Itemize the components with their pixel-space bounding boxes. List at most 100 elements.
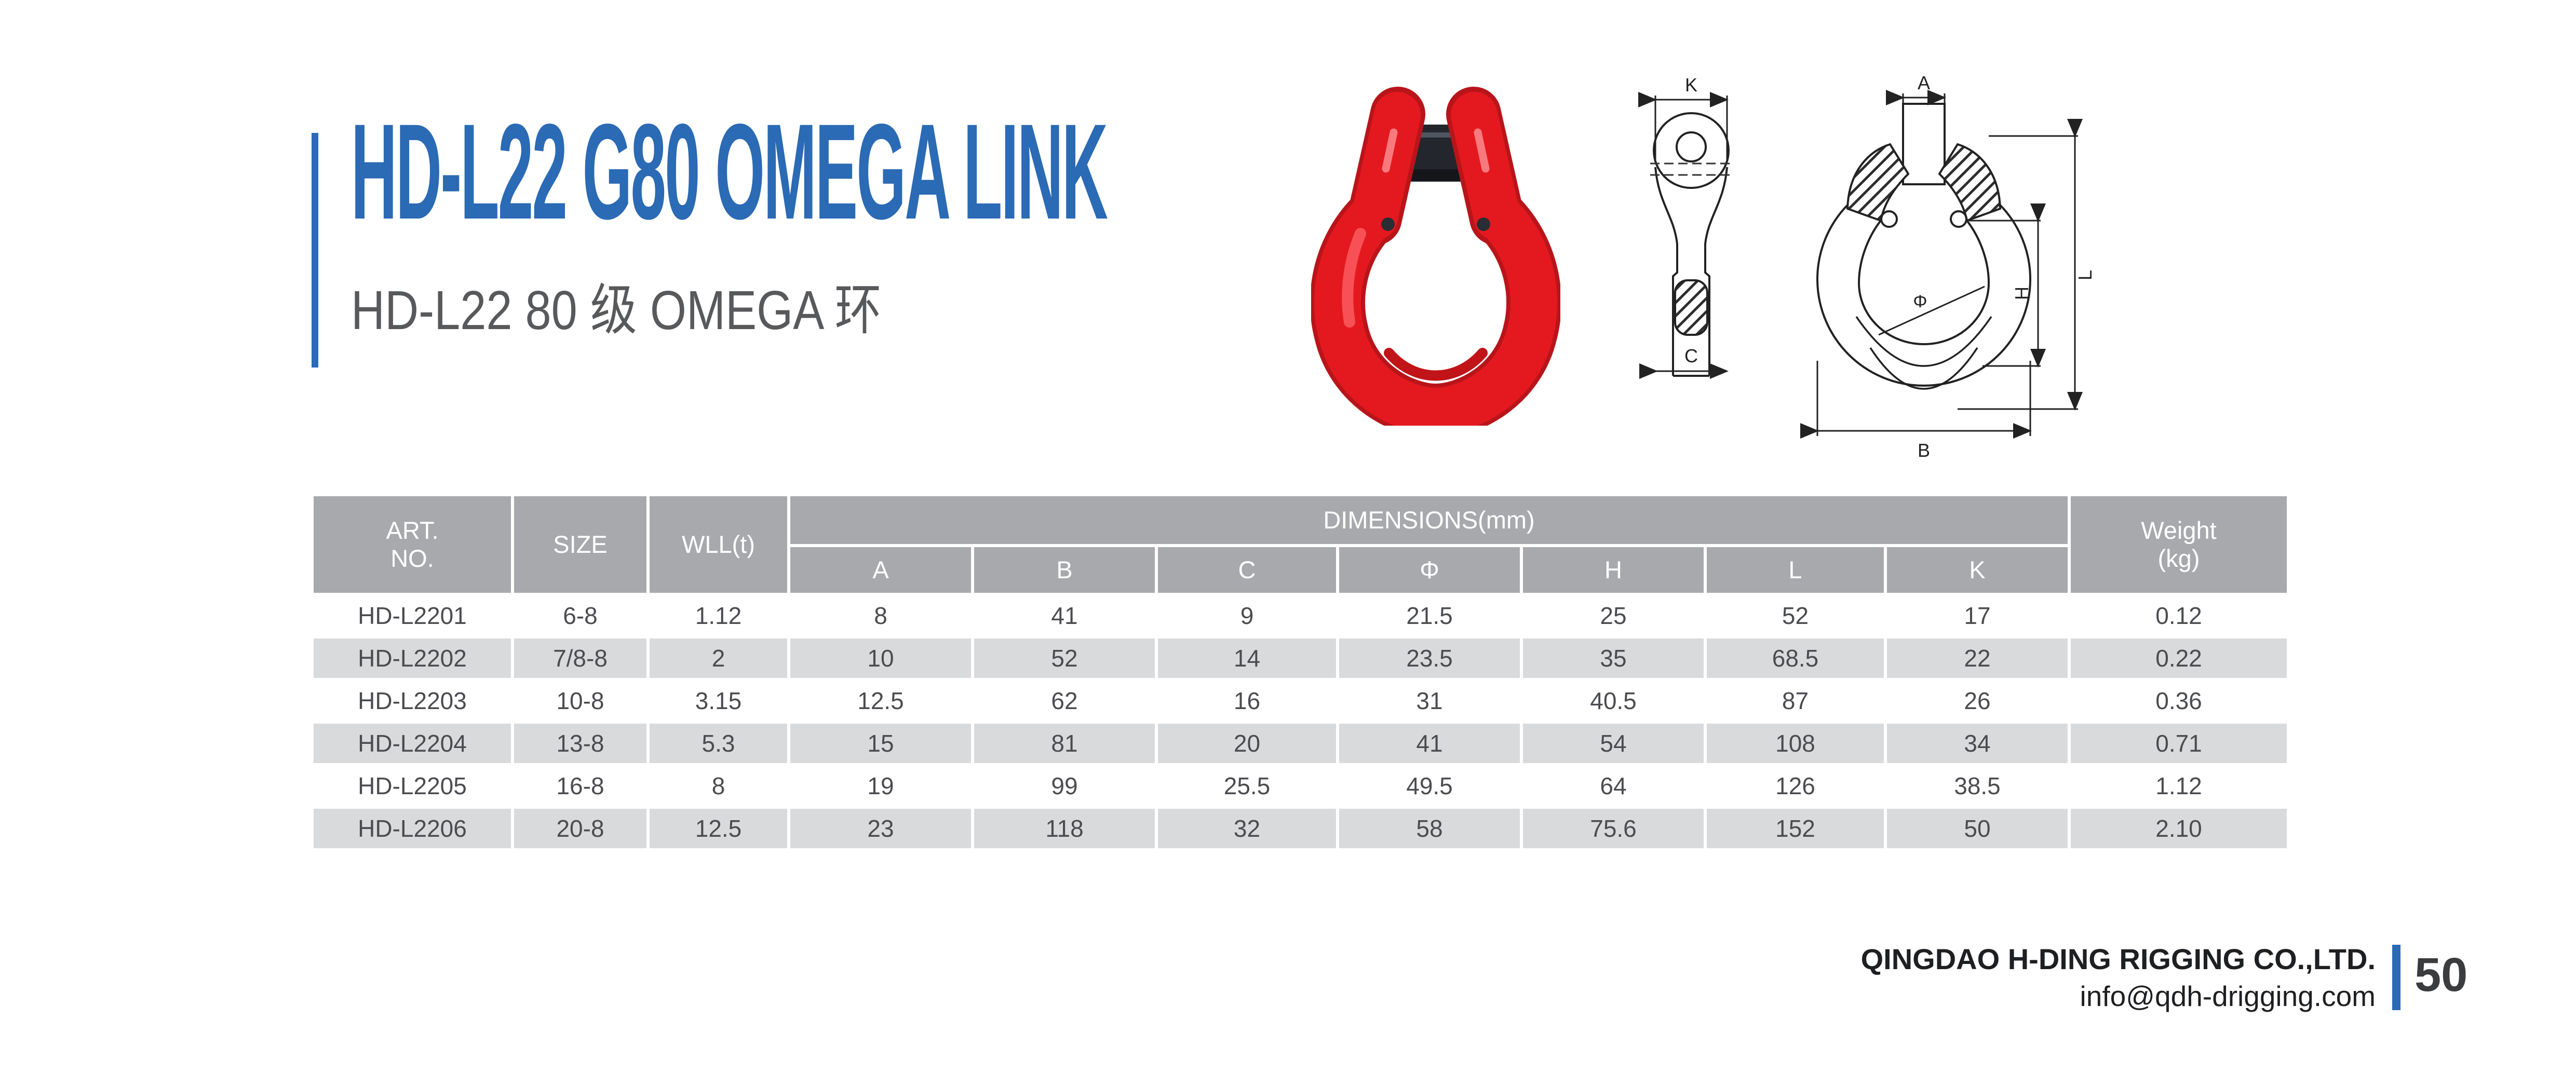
cell-dim-c: 32 xyxy=(1158,809,1336,848)
cell-size: 7/8-8 xyxy=(514,638,646,678)
cell-wll: 8 xyxy=(650,766,787,806)
table-row: HD-L2202 7/8-8 2 10 52 14 23.5 35 68.5 2… xyxy=(314,638,2287,678)
col-header-dim-b: B xyxy=(974,547,1155,593)
cell-dim-k: 50 xyxy=(1887,809,2068,848)
dim-label-l: L xyxy=(2074,270,2096,280)
pin-retainer-right xyxy=(1477,217,1490,231)
pin-retainer-left xyxy=(1381,217,1395,231)
cell-dim-c: 9 xyxy=(1158,596,1336,635)
cell-size: 10-8 xyxy=(514,681,646,720)
spec-table: ART. NO. SIZE WLL(t) DIMENSIONS(mm) Weig… xyxy=(311,493,2290,851)
cell-dim-l: 108 xyxy=(1707,724,1884,763)
cell-dim-b: 81 xyxy=(974,724,1155,763)
cell-wll: 5.3 xyxy=(650,724,787,763)
title-accent-bar xyxy=(312,133,318,368)
cell-weight: 0.12 xyxy=(2071,596,2287,635)
cell-weight: 0.36 xyxy=(2071,681,2287,720)
cell-dim-k: 17 xyxy=(1887,596,2068,635)
cell-dim-h: 64 xyxy=(1523,766,1704,806)
col-header-size: SIZE xyxy=(514,496,646,593)
cell-dim-l: 68.5 xyxy=(1707,638,1884,678)
cell-wll: 1.12 xyxy=(650,596,787,635)
dim-b-lines xyxy=(1800,361,2032,439)
cell-dim-phi: 23.5 xyxy=(1339,638,1520,678)
dim-label-phi: Φ xyxy=(1913,292,1927,311)
cell-art-no: HD-L2206 xyxy=(314,809,511,848)
cell-art-no: HD-L2201 xyxy=(314,596,511,635)
cell-dim-l: 152 xyxy=(1707,809,1884,848)
col-header-dim-phi: Φ xyxy=(1339,547,1520,593)
table-row: HD-L2205 16-8 8 19 99 25.5 49.5 64 126 3… xyxy=(314,766,2287,806)
cell-dim-a: 12.5 xyxy=(790,681,971,720)
dim-label-k: K xyxy=(1685,74,1697,96)
col-header-dim-k: K xyxy=(1887,547,2068,593)
table-row: HD-L2203 10-8 3.15 12.5 62 16 31 40.5 87… xyxy=(314,681,2287,720)
cell-weight: 2.10 xyxy=(2071,809,2287,848)
col-header-dim-c: C xyxy=(1158,547,1336,593)
side-view-outline xyxy=(1653,112,1730,377)
cell-art-no: HD-L2203 xyxy=(314,681,511,720)
dim-label-c: C xyxy=(1684,345,1698,366)
cell-dim-k: 26 xyxy=(1887,681,2068,720)
cell-size: 13-8 xyxy=(514,724,646,763)
footer-company-name: QINGDAO H-DING RIGGING CO.,LTD. xyxy=(1860,943,2376,975)
cell-weight: 0.22 xyxy=(2071,638,2287,678)
cell-size: 6-8 xyxy=(514,596,646,635)
cell-dim-b: 99 xyxy=(974,766,1155,806)
footer-company-block: QINGDAO H-DING RIGGING CO.,LTD. info@qdh… xyxy=(1662,945,2376,1011)
cell-dim-c: 14 xyxy=(1158,638,1336,678)
cell-art-no: HD-L2202 xyxy=(314,638,511,678)
dim-phi-line xyxy=(1878,286,1985,336)
cell-dim-phi: 58 xyxy=(1339,809,1520,848)
table-row: HD-L2204 13-8 5.3 15 81 20 41 54 108 34 … xyxy=(314,724,2287,763)
cell-dim-h: 35 xyxy=(1523,638,1704,678)
col-header-dim-l: L xyxy=(1707,547,1884,593)
cell-dim-phi: 21.5 xyxy=(1339,596,1520,635)
cell-wll: 3.15 xyxy=(650,681,787,720)
col-header-dim-a: A xyxy=(790,547,971,593)
cell-dim-phi: 31 xyxy=(1339,681,1520,720)
cell-dim-a: 15 xyxy=(790,724,971,763)
page-title: HD-L22 G80 OMEGA LINK xyxy=(351,96,1108,248)
cell-dim-h: 54 xyxy=(1523,724,1704,763)
cell-dim-h: 25 xyxy=(1523,596,1704,635)
cell-size: 16-8 xyxy=(514,766,646,806)
front-view-outline xyxy=(1816,103,2031,390)
col-header-art-line1: ART. xyxy=(386,516,439,544)
dim-label-b: B xyxy=(1918,440,1930,461)
dim-k-lines xyxy=(1638,92,1729,160)
cell-art-no: HD-L2204 xyxy=(314,724,511,763)
cell-dim-h: 75.6 xyxy=(1523,809,1704,848)
col-header-weight: Weight (kg) xyxy=(2071,496,2287,593)
cell-wll: 12.5 xyxy=(650,809,787,848)
cell-dim-b: 52 xyxy=(974,638,1155,678)
cell-dim-l: 87 xyxy=(1707,681,1884,720)
cell-dim-l: 126 xyxy=(1707,766,1884,806)
cell-dim-a: 10 xyxy=(790,638,971,678)
page-number: 50 xyxy=(2415,948,2468,1001)
cell-size: 20-8 xyxy=(514,809,646,848)
page-subtitle: HD-L22 80 级 OMEGA 环 xyxy=(351,280,882,341)
cell-dim-b: 62 xyxy=(974,681,1155,720)
cell-dim-h: 40.5 xyxy=(1523,681,1704,720)
dim-l-lines xyxy=(1958,119,2083,411)
footer-email: info@qdh-drigging.com xyxy=(2080,980,2376,1012)
dim-label-a: A xyxy=(1918,73,1930,93)
cell-dim-a: 23 xyxy=(790,809,971,848)
cell-weight: 1.12 xyxy=(2071,766,2287,806)
col-header-dim-h: H xyxy=(1523,547,1704,593)
col-header-weight-line1: Weight xyxy=(2141,516,2217,544)
cell-wll: 2 xyxy=(650,638,787,678)
cell-dim-k: 34 xyxy=(1887,724,2068,763)
col-header-wll: WLL(t) xyxy=(650,496,787,593)
col-header-dimensions: DIMENSIONS(mm) xyxy=(790,496,2068,544)
table-row: HD-L2206 20-8 12.5 23 118 32 58 75.6 152… xyxy=(314,809,2287,848)
cell-dim-c: 20 xyxy=(1158,724,1336,763)
col-header-art-line2: NO. xyxy=(390,545,434,572)
cell-dim-b: 41 xyxy=(974,596,1155,635)
table-row: HD-L2201 6-8 1.12 8 41 9 21.5 25 52 17 0… xyxy=(314,596,2287,635)
cell-dim-a: 8 xyxy=(790,596,971,635)
cell-dim-phi: 41 xyxy=(1339,724,1520,763)
cell-art-no: HD-L2205 xyxy=(314,766,511,806)
cell-dim-phi: 49.5 xyxy=(1339,766,1520,806)
